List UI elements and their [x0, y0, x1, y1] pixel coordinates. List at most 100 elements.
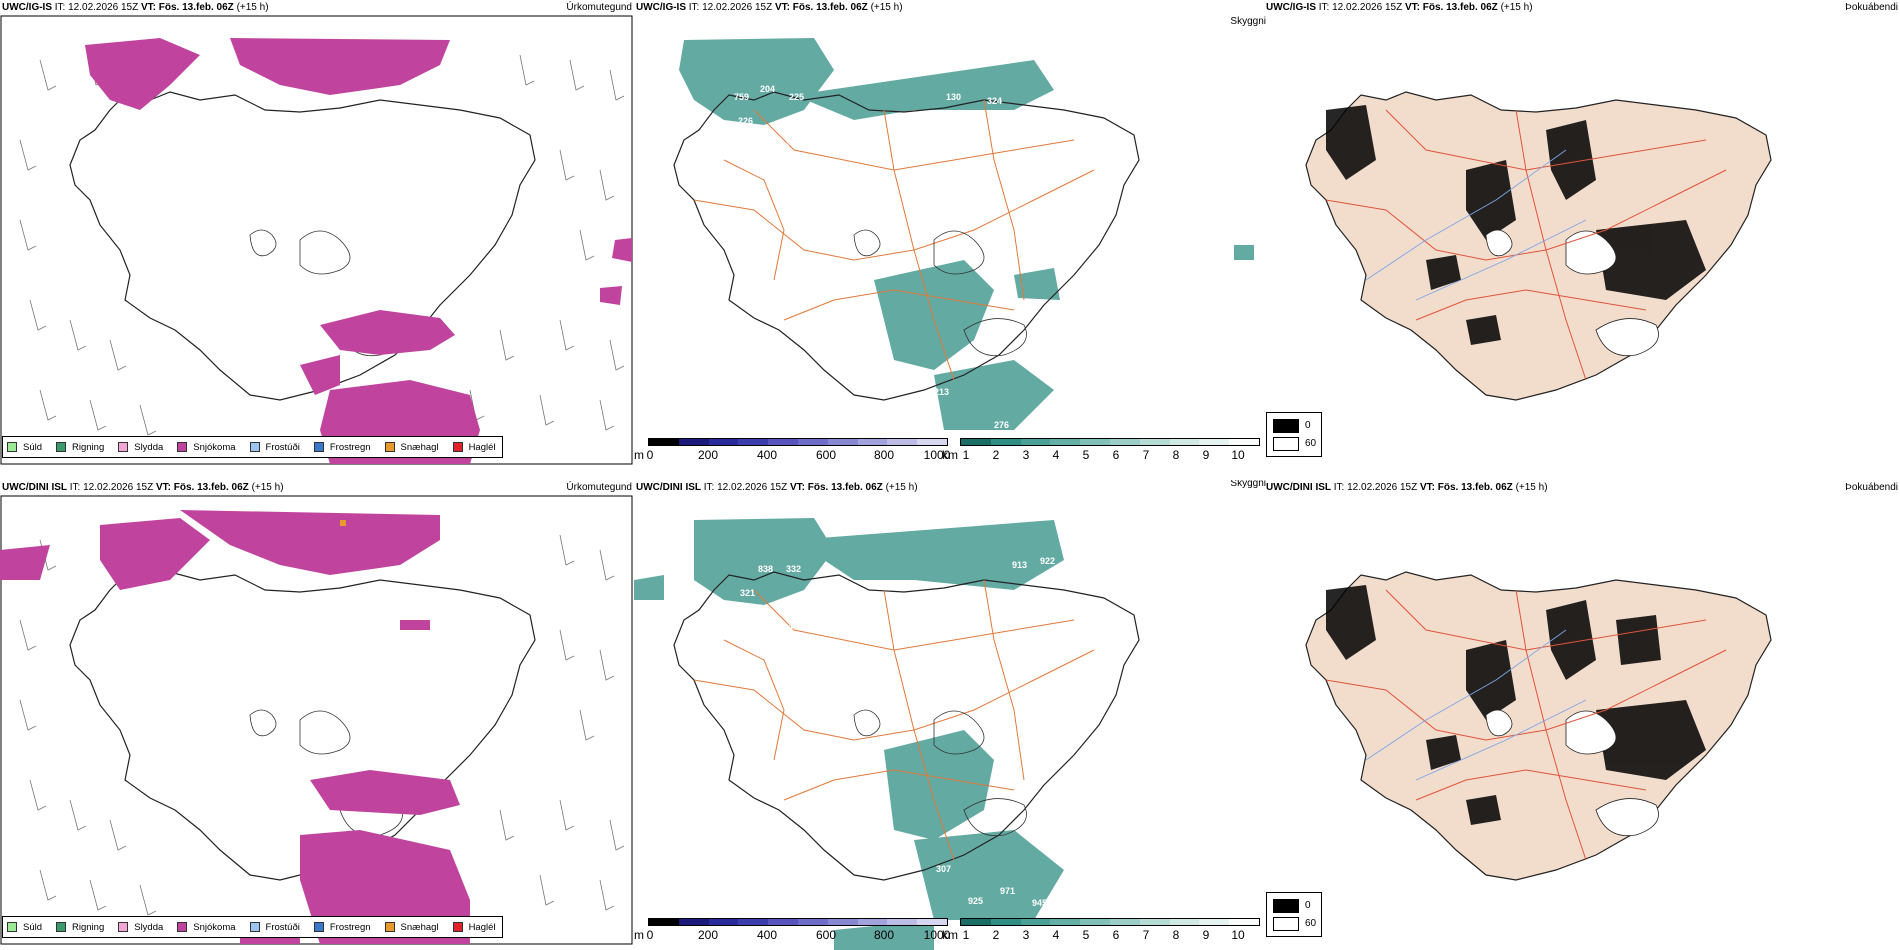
colorbar-tick: 2	[992, 928, 1000, 942]
legend-item-snaehagl: Snæhagl	[384, 442, 439, 453]
legend-item-snaehagl: Snæhagl	[384, 922, 439, 933]
panel-title: Úrkomutegund	[566, 2, 632, 13]
vis-value-label: 336	[748, 603, 763, 613]
land-fill	[1305, 571, 1772, 881]
visibility-map-row2: 838 332 321 336 524 414 289 913 922 307 …	[634, 518, 1140, 950]
vis-value-label: 276	[994, 420, 1009, 430]
legend-item-frostudi: Frostúði	[249, 442, 300, 453]
snow-areas	[0, 510, 470, 944]
legend-item-suld: Súld	[7, 442, 42, 453]
visibility-panel-row1: 759 204 225 226 237 239 130 324 213 276 …	[634, 0, 1268, 468]
colorbar-tick: 400	[756, 448, 778, 462]
colorbar-tick: 1	[962, 448, 970, 462]
visibility-km-colorbar: km 1 2 3 4 5 6 7 8 9 10	[942, 438, 1268, 466]
colorbar-tick: 0	[646, 928, 654, 942]
precip-legend: Súld Rigning Slydda Snjókoma Frostúði Fr…	[2, 916, 503, 938]
panel-header: UWC/IG-IS IT: 12.02.2026 15Z VT: Fös. 13…	[2, 2, 269, 13]
fog-map-row1	[1305, 91, 1772, 401]
fog-index-panel-row2: UWC/DINI ISL IT: 12.02.2026 15Z VT: Fös.…	[1266, 480, 1900, 950]
colorbar-tick: 200	[697, 928, 719, 942]
legend-item-frostudi: Frostúði	[249, 922, 300, 933]
legend-item-slydda: Slydda	[118, 442, 163, 453]
vis-value-label: 204	[760, 84, 775, 94]
legend-item-suld: Súld	[7, 922, 42, 933]
colorbar-unit: km	[942, 448, 958, 462]
visibility-km-colorbar: km 1 2 3 4 5 6 7 8 9 10	[942, 918, 1268, 946]
vis-value-label: 971	[1000, 886, 1015, 896]
colorbar-tick: 0	[646, 448, 654, 462]
coastline	[673, 91, 1140, 401]
colorbar-tick: 3	[1022, 448, 1030, 462]
colorbar-tick: 2	[992, 448, 1000, 462]
precip-type-panel-row1: UWC/IG-IS IT: 12.02.2026 15Z VT: Fös. 13…	[0, 0, 634, 468]
visibility-panel-row2: 838 332 321 336 524 414 289 913 922 307 …	[634, 480, 1268, 950]
legend-item-hagel: Haglél	[452, 442, 496, 453]
legend-item-rigning: Rigning	[56, 922, 104, 933]
coastline	[673, 571, 1140, 881]
precip-legend: Súld Rigning Slydda Snjókoma Frostúði Fr…	[2, 436, 503, 458]
wind-barbs	[19, 534, 625, 916]
colorbar-tick: 5	[1082, 928, 1090, 942]
fog-legend-bottom: 60	[1305, 438, 1317, 449]
vis-value-label: 922	[1040, 556, 1055, 566]
colorbar-tick: 5	[1082, 448, 1090, 462]
vis-value-label: 239	[774, 142, 789, 152]
panel-title: Skyggni	[1230, 16, 1266, 27]
fog-areas	[1326, 105, 1706, 345]
panel-title: Úrkomutegund	[566, 482, 632, 493]
fog-legend-top: 0	[1305, 420, 1311, 431]
fog-legend-top: 0	[1305, 900, 1311, 911]
colorbar-tick: 7	[1142, 448, 1150, 462]
colorbar-tick: 9	[1202, 448, 1210, 462]
colorbar-tick: 7	[1142, 928, 1150, 942]
colorbar-unit: m	[634, 928, 644, 942]
panel-header: UWC/DINI ISL IT: 12.02.2026 15Z VT: Fös.…	[2, 482, 284, 493]
low-visibility-areas	[679, 38, 1254, 430]
colorbar-tick: 4	[1052, 928, 1060, 942]
fog-areas	[1326, 585, 1706, 825]
colorbar-tick: 800	[873, 928, 895, 942]
panel-title: Þokuábendi	[1845, 2, 1898, 13]
precip-type-panel-row2: UWC/DINI ISL IT: 12.02.2026 15Z VT: Fös.…	[0, 480, 634, 950]
vis-value-label: 237	[799, 114, 814, 124]
vis-value-label: 213	[934, 387, 949, 397]
coastline	[69, 571, 536, 881]
panel-header: UWC/DINI ISL IT: 12.02.2026 15Z VT: Fös.…	[1266, 482, 1548, 493]
vis-value-label: 913	[1012, 560, 1027, 570]
fog-index-panel-row1: UWC/IG-IS IT: 12.02.2026 15Z VT: Fös. 13…	[1266, 0, 1900, 468]
fog-map-row2	[1305, 571, 1772, 881]
vis-value-label: 226	[738, 116, 753, 126]
vis-value-label: 324	[987, 96, 1002, 106]
colorbar-tick: 4	[1052, 448, 1060, 462]
colorbar-unit: m	[634, 448, 644, 462]
colorbar-tick: 600	[815, 448, 837, 462]
vis-value-label: 414	[778, 622, 793, 632]
legend-item-frostregn: Frostregn	[313, 922, 371, 933]
colorbar-tick: 8	[1172, 448, 1180, 462]
precip-map-row1	[0, 15, 633, 465]
vis-value-label: 225	[789, 92, 804, 102]
colorbar-tick: 1	[962, 928, 970, 942]
legend-item-slydda: Slydda	[118, 922, 163, 933]
panel-header: UWC/DINI ISL IT: 12.02.2026 15Z VT: Fös.…	[636, 482, 918, 493]
legend-item-snjokoma: Snjókoma	[177, 442, 236, 453]
colorbar-tick: 9	[1202, 928, 1210, 942]
legend-item-snjokoma: Snjókoma	[177, 922, 236, 933]
visibility-m-colorbar: m 0 200 400 600 800 1000	[634, 918, 950, 946]
colorbar-tick: 400	[756, 928, 778, 942]
colorbar-unit: km	[942, 928, 958, 942]
road-network	[693, 579, 1095, 861]
vis-value-label: 289	[816, 592, 831, 602]
river-network	[1365, 149, 1587, 301]
colorbar-tick: 1000	[923, 448, 951, 462]
fog-legend-bottom: 60	[1305, 918, 1317, 929]
colorbar-tick: 600	[815, 928, 837, 942]
land-fill	[1305, 91, 1772, 401]
colorbar-tick: 3	[1022, 928, 1030, 942]
colorbar-tick: 6	[1112, 928, 1120, 942]
precip-map-row2	[0, 495, 633, 945]
coastline	[69, 91, 536, 401]
vis-value-label: 945	[1032, 898, 1047, 908]
vis-value-label: 838	[758, 564, 773, 574]
colorbar-tick: 10	[1231, 448, 1245, 462]
